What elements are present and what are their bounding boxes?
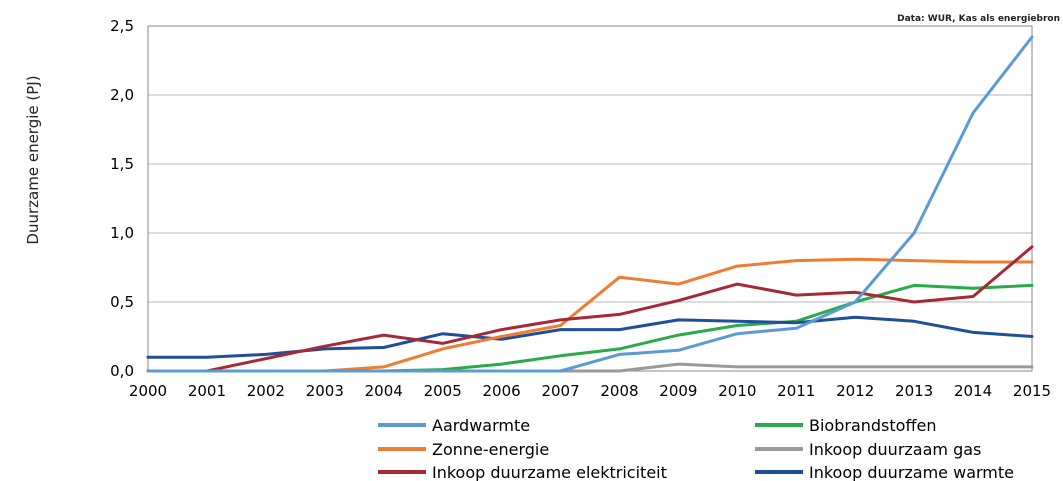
x-tick-label: 2004: [365, 382, 403, 400]
series-line-inkoop-duurzame-elektriciteit: [146, 245, 1034, 373]
x-tick-label: 2006: [483, 382, 521, 400]
x-tick-label: 2013: [895, 382, 933, 400]
legend-label: Biobrandstoffen: [809, 416, 936, 435]
legend-label: Inkoop duurzaam gas: [809, 440, 981, 459]
x-tick-label: 2010: [718, 382, 756, 400]
y-axis-label: Duurzame energie (PJ): [24, 75, 42, 244]
x-tick-label: 2012: [836, 382, 874, 400]
y-tick-label: 0,5: [110, 293, 134, 311]
x-tick-label: 2003: [306, 382, 344, 400]
x-tick-label: 2007: [541, 382, 579, 400]
legend: Aardwarmte Zonne-energie Inkoop duurzame e…: [378, 416, 1014, 481]
y-tick-label: 0,0: [110, 362, 134, 380]
y-tick-label: 2,5: [110, 17, 134, 35]
y-ticks: 0,0 0,5 1,0 1,5 2,0 2,5: [110, 17, 134, 380]
series-line-aardwarmte: [146, 35, 1034, 373]
legend-label: Inkoop duurzame warmte: [809, 463, 1014, 481]
x-tick-label: 2015: [1013, 382, 1051, 400]
x-tick-label: 2014: [954, 382, 992, 400]
x-tick-label: 2011: [777, 382, 815, 400]
x-tick-label: 2009: [659, 382, 697, 400]
x-tick-label: 2001: [188, 382, 226, 400]
x-tick-label: 2002: [247, 382, 285, 400]
legend-label: Aardwarmte: [432, 416, 530, 435]
y-tick-label: 1,0: [110, 224, 134, 242]
y-tick-label: 2,0: [110, 86, 134, 104]
legend-label: Inkoop duurzame elektriciteit: [432, 463, 667, 481]
y-tick-label: 1,5: [110, 155, 134, 173]
series-group: [146, 35, 1034, 373]
data-source: Data: WUR, Kas als energiebron: [897, 14, 1060, 24]
x-tick-label: 2000: [129, 382, 167, 400]
x-ticks: 2000 2001 2002 2003 2004 2005 2006 2007 2008 2009…: [129, 382, 1051, 400]
legend-label: Zonne-energie: [432, 440, 549, 459]
x-tick-label: 2008: [600, 382, 638, 400]
x-tick-label: 2005: [424, 382, 462, 400]
